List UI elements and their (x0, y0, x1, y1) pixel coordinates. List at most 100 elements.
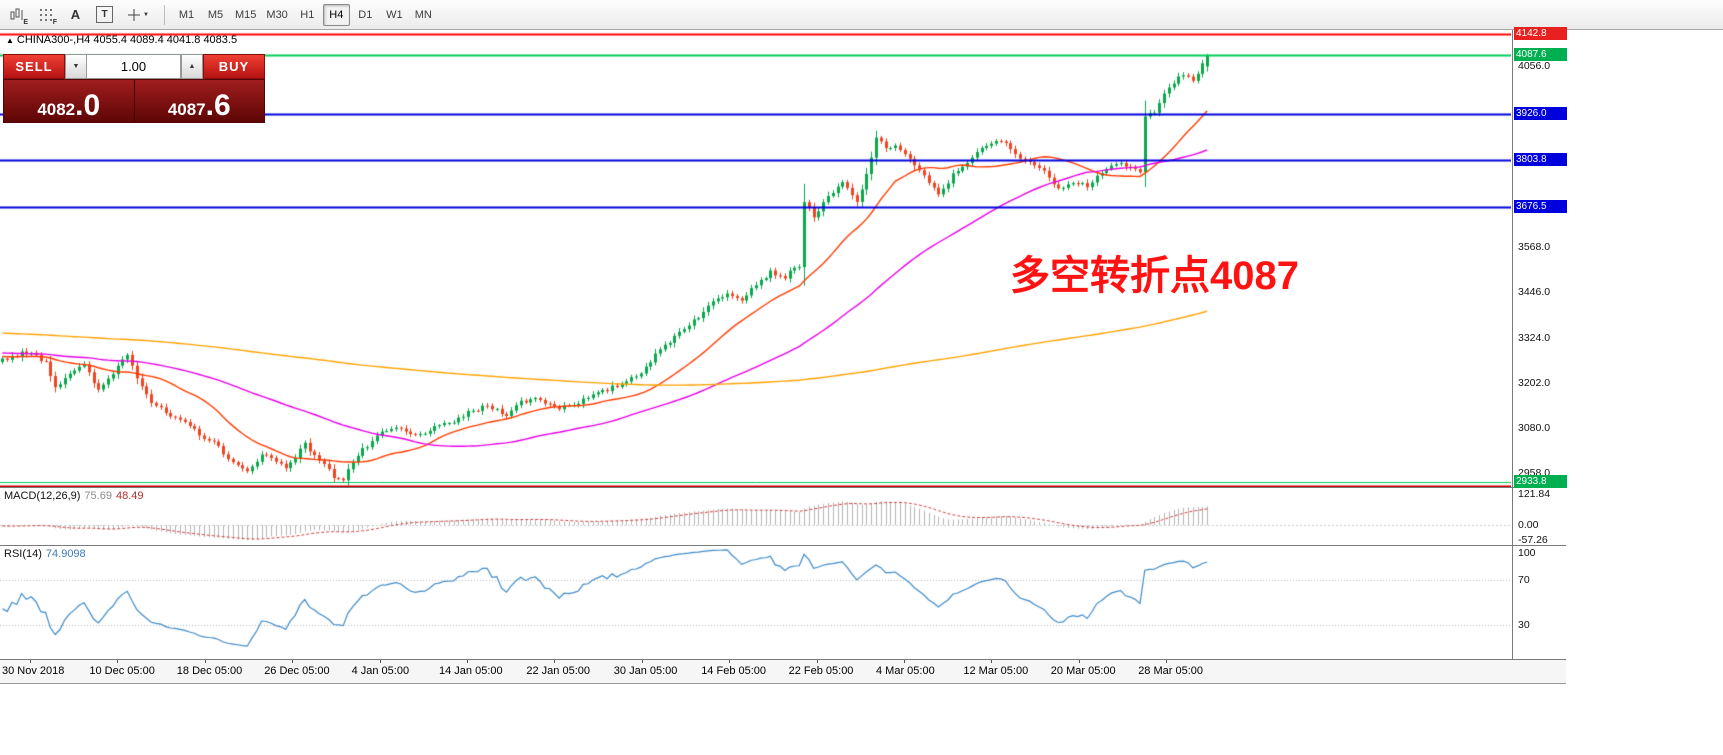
rsi-label: RSI(14) 74.9098 (4, 548, 86, 560)
time-axis-tick (816, 660, 818, 663)
time-axis-tick (904, 660, 905, 663)
price-badge: 4087.6 (1514, 47, 1567, 61)
time-axis-tick (991, 660, 993, 663)
text-a-tool-button[interactable]: A (62, 3, 89, 27)
timeframe-d1-button[interactable]: D1 (352, 4, 379, 26)
order-type-dropdown-button[interactable]: ▼ (65, 54, 87, 79)
price-tick: 3324.0 (1518, 331, 1551, 344)
macd-panel: 121.84 0.00 -57.26 MACD(12,26,9) 75.69 48.49 (0, 488, 1567, 546)
timeframe-m15-button[interactable]: M15 (231, 4, 260, 26)
buy-button[interactable]: BUY (203, 54, 265, 79)
time-axis-tick (379, 660, 381, 663)
main-price-scale: 4056.0 3568.0 3446.0 3324.0 3202.0 3080.0 2958… (1512, 27, 1567, 489)
macd-scale: 121.84 0.00 -57.26 (1512, 488, 1567, 546)
time-axis-tick (554, 660, 556, 663)
price-badge: 3926.0 (1514, 107, 1567, 121)
time-axis-tick (467, 660, 468, 663)
price-tick: 3446.0 (1518, 286, 1551, 299)
chart-window: 4056.0 3568.0 3446.0 3324.0 3202.0 3080.0 2958… (0, 27, 1567, 684)
chart-f-icon-button[interactable]: F (33, 3, 60, 27)
timeframe-w1-button[interactable]: W1 (381, 4, 408, 26)
timeframe-m5-button[interactable]: M5 (202, 4, 229, 26)
price-tick: 3202.0 (1518, 376, 1551, 389)
rsi-tick: 30 (1518, 619, 1530, 632)
time-axis-label: 30 Jan 05:00 (613, 665, 678, 677)
time-axis-tick (1166, 660, 1168, 663)
price-badge: 4142.8 (1514, 27, 1567, 41)
icon-sub-label: E (23, 18, 28, 26)
macd-tick: 121.84 (1518, 488, 1551, 500)
timeframe-button-group: M1 M5 M15 M30 H1 H4 D1 W1 MN (173, 3, 437, 26)
sell-button[interactable]: SELL (3, 54, 65, 79)
time-axis-tick (204, 660, 206, 663)
time-axis-label: 26 Dec 05:00 (264, 665, 330, 677)
time-axis-label: 4 Mar 05:00 (876, 665, 935, 677)
rsi-value: 74.9098 (45, 548, 86, 560)
time-axis-label: 4 Jan 05:00 (351, 665, 410, 677)
macd-signal-value: 48.49 (115, 490, 144, 502)
time-axis-tick (30, 660, 31, 663)
mini-chart-icon (10, 8, 22, 20)
time-axis-label: 18 Dec 05:00 (176, 665, 243, 677)
collapse-arrow-icon[interactable]: ▲ (6, 36, 14, 45)
time-axis-label: 22 Jan 05:00 (526, 665, 591, 677)
one-click-trade-panel: SELL ▼ ▲ BUY 4082 .0 4087 .6 (3, 54, 265, 123)
symbol-ohlc-text: CHINA300-,H4 4055.4 4089.4 4041.8 4083.5 (16, 34, 238, 46)
macd-tick: -57.26 (1518, 534, 1548, 546)
rsi-tick: 100 (1518, 547, 1536, 559)
price-divider (133, 80, 135, 122)
time-axis-label: 12 Mar 05:00 (963, 665, 1029, 677)
grid-icon (39, 8, 52, 21)
ask-price[interactable]: 4087 .6 (135, 80, 265, 122)
price-badge: 2933.8 (1514, 475, 1567, 489)
timeframe-m30-button[interactable]: M30 (262, 4, 291, 26)
time-axis-label: 14 Jan 05:00 (439, 665, 503, 677)
timeframe-m1-button[interactable]: M1 (173, 4, 200, 26)
macd-value: 75.69 (84, 490, 112, 502)
rsi-canvas[interactable] (0, 546, 1511, 659)
rsi-panel: 100 70 30 RSI(14) 74.9098 (0, 546, 1567, 660)
price-tick: 3080.0 (1518, 422, 1551, 435)
chart-e-icon-button[interactable]: E (4, 3, 31, 27)
time-axis-tick (292, 660, 294, 663)
bid-main-digits: 4082 (37, 100, 76, 119)
macd-name: MACD(12,26,9) (4, 490, 81, 502)
macd-tick: 0.00 (1518, 519, 1539, 532)
time-axis-tick (641, 660, 643, 663)
price-tick: 3568.0 (1518, 241, 1551, 254)
time-axis-label: 14 Feb 05:00 (701, 665, 767, 677)
volume-up-button[interactable]: ▲ (181, 54, 203, 79)
bid-price[interactable]: 4082 .0 (4, 80, 134, 122)
time-axis: 30 Nov 2018 10 Dec 05:00 18 Dec 05:00 26 De… (0, 660, 1566, 684)
letter-t-icon: T (96, 6, 113, 23)
crosshair-tool-button[interactable]: ▼ (120, 3, 156, 27)
macd-canvas[interactable] (0, 488, 1511, 545)
volume-input[interactable] (87, 54, 181, 79)
rsi-tick: 70 (1518, 573, 1530, 586)
top-toolbar: E F A T ▼ M1 M5 M15 M30 H1 H4 D1 W1 MN (0, 0, 1723, 30)
price-tick: 4056.0 (1518, 60, 1551, 73)
rsi-name: RSI(14) (4, 548, 42, 560)
time-axis-label: 22 Feb 05:00 (788, 665, 854, 677)
price-badge: 3676.5 (1514, 199, 1567, 213)
time-axis-label: 28 Mar 05:00 (1138, 665, 1204, 677)
price-badge: 3803.8 (1514, 152, 1567, 166)
timeframe-mn-button[interactable]: MN (410, 4, 437, 26)
time-axis-tick (117, 660, 119, 663)
time-axis-label: 30 Nov 2018 (2, 665, 65, 677)
letter-a-icon: A (70, 7, 81, 22)
ask-main-digits: 4087 (167, 100, 206, 119)
macd-label: MACD(12,26,9) 75.69 48.49 (4, 490, 143, 502)
timeframe-h1-button[interactable]: H1 (294, 4, 321, 26)
time-axis-tick (729, 660, 731, 663)
symbol-header: ▲ CHINA300-,H4 4055.4 4089.4 4041.8 4083.… (6, 34, 237, 46)
rsi-scale: 100 70 30 (1512, 546, 1567, 659)
time-axis-label: 10 Dec 05:00 (89, 665, 155, 677)
main-chart-panel: 4056.0 3568.0 3446.0 3324.0 3202.0 3080.0 2958… (0, 27, 1567, 489)
timeframe-h4-button[interactable]: H4 (322, 3, 350, 26)
toolbar-separator (164, 4, 165, 25)
time-axis-tick (1078, 660, 1080, 663)
icon-sub-label: F (52, 18, 57, 26)
ask-big-digit: .6 (205, 88, 231, 122)
text-box-tool-button[interactable]: T (91, 3, 118, 27)
